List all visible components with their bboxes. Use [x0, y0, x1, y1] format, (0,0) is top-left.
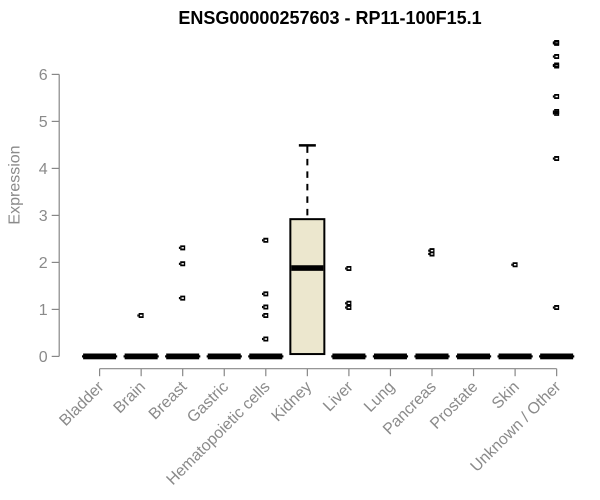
- x-tick-label-kidney: Kidney: [269, 379, 316, 426]
- outlier-point-liver: [345, 300, 352, 306]
- outlier-point-pancreas: [428, 251, 435, 257]
- median-line-breast: [166, 353, 200, 360]
- box-kidney: [289, 218, 326, 356]
- y-axis-title: Expression: [7, 145, 24, 224]
- median-line-prostate: [457, 353, 491, 360]
- median-line-unknown-other: [540, 353, 574, 360]
- median-line-brain: [124, 353, 158, 360]
- outlier-point-breast: [178, 245, 186, 251]
- outlier-point-breast: [178, 295, 186, 301]
- outlier-point-hematopoietic-cells: [262, 237, 269, 243]
- median-line-pancreas: [415, 353, 449, 360]
- outlier-point-unknown-other: [552, 93, 560, 99]
- outlier-point-hematopoietic-cells: [262, 336, 269, 342]
- outlier-point-unknown-other: [552, 110, 560, 116]
- median-line-gastric: [207, 353, 241, 360]
- y-tick-label: 6: [39, 67, 48, 84]
- median-line-skin: [498, 353, 532, 360]
- x-tick-label-lung: Lung: [361, 379, 398, 416]
- outlier-point-unknown-other: [552, 40, 560, 46]
- y-tick-label: 1: [39, 302, 48, 319]
- x-tick-label-bladder: Bladder: [56, 378, 107, 429]
- outlier-point-unknown-other: [552, 305, 560, 311]
- outlier-point-liver: [345, 266, 352, 272]
- outlier-point-hematopoietic-cells: [262, 304, 269, 310]
- outlier-point-hematopoietic-cells: [262, 291, 269, 297]
- x-tick-label-breast: Breast: [146, 378, 191, 423]
- y-tick-label: 2: [39, 255, 48, 272]
- median-line-liver: [332, 353, 366, 360]
- outlier-point-liver: [345, 305, 352, 311]
- y-tick-label: 5: [39, 114, 48, 131]
- median-line-kidney: [291, 265, 324, 271]
- outlier-point-brain: [137, 313, 144, 319]
- x-tick-label-liver: Liver: [320, 378, 357, 415]
- outlier-point-unknown-other: [552, 156, 560, 162]
- outlier-point-skin: [511, 262, 518, 268]
- x-tick-label-brain: Brain: [111, 379, 149, 417]
- x-tick-label-skin: Skin: [489, 379, 523, 413]
- y-tick-label: 0: [39, 349, 48, 366]
- median-line-bladder: [83, 353, 117, 360]
- median-line-hematopoietic-cells: [249, 353, 283, 360]
- outlier-point-unknown-other: [552, 54, 560, 60]
- outlier-point-unknown-other: [552, 63, 560, 69]
- y-tick-label: 4: [39, 161, 48, 178]
- chart-title: ENSG00000257603 - RP11-100F15.1: [178, 8, 482, 28]
- outlier-point-breast: [178, 261, 186, 267]
- y-tick-label: 3: [39, 208, 48, 225]
- median-line-lung: [373, 353, 407, 360]
- outlier-point-hematopoietic-cells: [262, 313, 269, 319]
